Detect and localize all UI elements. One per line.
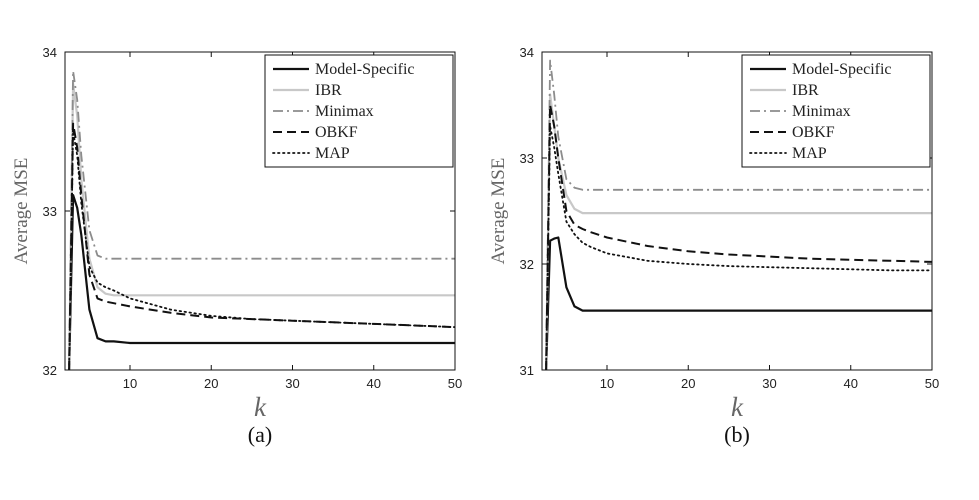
y-tick-label: 33: [520, 151, 534, 166]
legend-entry: OBKF: [315, 124, 358, 141]
x-axis-title: k: [731, 392, 744, 422]
legend: Model-Specific IBR Minimax OBKF MAP: [264, 54, 454, 168]
legend-entry: Model-Specific: [315, 61, 415, 78]
legend-entry: Minimax: [315, 103, 374, 120]
panel-label: (a): [248, 422, 272, 447]
legend-entry: MAP: [315, 145, 350, 162]
series-line-ibr: [68, 82, 455, 370]
x-tick-label: 50: [925, 376, 939, 391]
y-axis-title: Average MSE: [11, 158, 32, 265]
legend-entry: IBR: [315, 82, 342, 99]
x-tick-label: 30: [762, 376, 776, 391]
x-tick-label: 50: [448, 376, 462, 391]
legend-entry: OBKF: [792, 124, 835, 141]
panel-a: 10 20 30 40 50 32 33 34 Average MSE k(a) Model-Spe…: [11, 45, 462, 447]
y-tick-label: 32: [520, 257, 534, 272]
y-tick-label: 34: [43, 45, 57, 60]
x-tick-label: 40: [367, 376, 381, 391]
x-tick-label: 10: [600, 376, 614, 391]
axes-frame: [541, 51, 933, 371]
x-axis-title: k: [254, 392, 267, 422]
x-tick-label: 20: [204, 376, 218, 391]
series-line-model-specific: [545, 236, 932, 370]
series-line-model-specific: [68, 194, 455, 370]
legend-entry: Minimax: [792, 103, 851, 120]
x-tick-label: 40: [844, 376, 858, 391]
series-line-minimax: [68, 70, 455, 370]
y-tick-label: 31: [520, 363, 534, 378]
series-line-obkf: [545, 104, 932, 370]
series-line-map: [545, 125, 932, 370]
y-axis-title: Average MSE: [488, 158, 509, 265]
legend-entry: MAP: [792, 145, 827, 162]
x-tick-label: 30: [285, 376, 299, 391]
y-tick-label: 32: [43, 363, 57, 378]
plot-area: [68, 70, 455, 370]
plot-area: [545, 59, 932, 370]
series-line-minimax: [545, 59, 932, 370]
legend-entry: Model-Specific: [792, 61, 892, 78]
series-line-map: [68, 130, 455, 370]
y-tick-label: 33: [43, 204, 57, 219]
panel-b: 10 20 30 40 50 31 32 33 34 Average MSE k(b) Model-S…: [488, 45, 939, 447]
series-line-ibr: [545, 93, 932, 370]
panel-label: (b): [724, 422, 750, 447]
legend: Model-Specific IBR Minimax OBKF MAP: [741, 54, 931, 168]
x-tick-label: 10: [123, 376, 137, 391]
y-tick-label: 34: [520, 45, 534, 60]
x-tick-label: 20: [681, 376, 695, 391]
legend-entry: IBR: [792, 82, 819, 99]
